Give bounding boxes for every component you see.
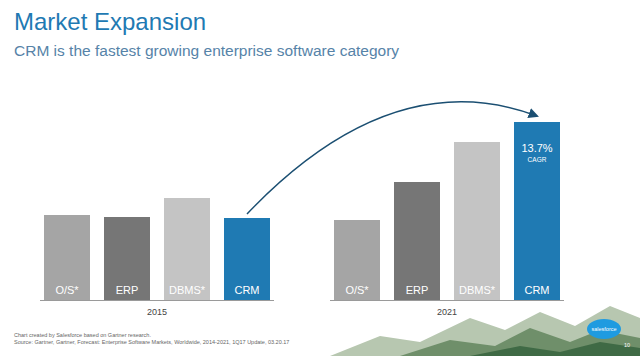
logo-text: salesforce: [591, 326, 616, 332]
bar: [514, 122, 560, 300]
footnote: Chart created by Salesforce based on Gar…: [14, 332, 151, 338]
growth-arrow: [247, 102, 537, 214]
labels: O/S* ERP DBMS* CRM 2015 O/S* ERP DBMS* CRM 13.7% C…: [40, 142, 564, 317]
bar: [44, 215, 90, 300]
bar: [454, 142, 500, 300]
bar: [394, 182, 440, 300]
bar: [334, 220, 380, 300]
footnote: Source: Gartner, Gartner, Forecast: Ente…: [14, 339, 289, 345]
bar: [104, 217, 150, 300]
category-label: DBMS*: [169, 284, 206, 296]
annotation: CAGR: [528, 156, 547, 163]
mountain: [470, 342, 640, 356]
annotation: 13.7%: [521, 142, 552, 154]
category-label: ERP: [406, 284, 429, 296]
category-label: ERP: [116, 284, 139, 296]
bars: [44, 122, 560, 300]
category-label: CRM: [234, 284, 259, 296]
category-label: O/S*: [345, 284, 369, 296]
group-axis: [330, 300, 564, 301]
chart: Market Expansion CRM is the fastest growi…: [0, 0, 640, 356]
group-label: 2021: [437, 307, 457, 317]
page-number: 10: [624, 342, 630, 348]
category-label: DBMS*: [459, 284, 496, 296]
logo: salesforce: [587, 319, 621, 339]
group-label: 2015: [147, 307, 167, 317]
bar: [224, 218, 270, 300]
mountains: [330, 306, 640, 356]
title: Market Expansion: [14, 8, 206, 35]
group-axis: [40, 300, 274, 301]
mountain: [330, 306, 640, 356]
category-label: CRM: [524, 284, 549, 296]
logo-cloud: [587, 319, 621, 339]
category-label: O/S*: [55, 284, 79, 296]
bar: [164, 198, 210, 300]
subtitle: CRM is the fastest growing enterprise so…: [14, 42, 399, 59]
